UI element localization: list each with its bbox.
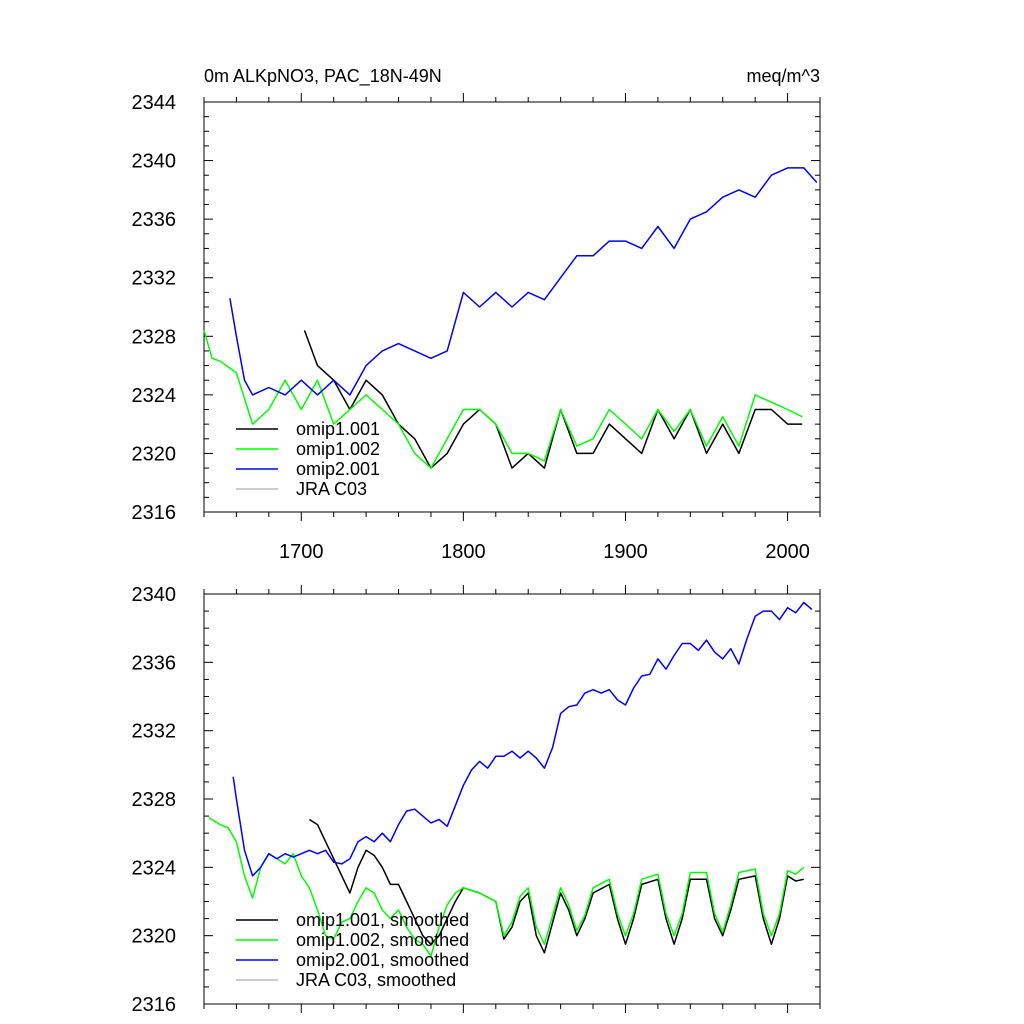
y-tick-label: 2336 bbox=[132, 652, 177, 674]
y-tick-label: 2340 bbox=[132, 584, 177, 606]
legend-label: omip2.001, smoothed bbox=[296, 950, 469, 970]
y-tick-label: 2332 bbox=[132, 721, 177, 743]
y-tick-label: 2344 bbox=[132, 92, 177, 114]
axis-ticks: 2316 2320 2324 2328 2332 2336 2340 2344 1700 1800… bbox=[132, 92, 821, 563]
chart-title: 0m ALKpNO3, PAC_18N-49N bbox=[204, 66, 442, 87]
y-tick-label: 2316 bbox=[132, 502, 177, 524]
series-line-omip1-002 bbox=[203, 330, 803, 469]
y-tick-label: 2328 bbox=[132, 326, 177, 348]
top-chart: 0m ALKpNO3, PAC_18N-49N meq/m^3 2316 2320… bbox=[132, 66, 821, 563]
series-line-omip1-001 bbox=[303, 330, 803, 469]
series-lines bbox=[208, 601, 813, 957]
series-line-omip1-002-smoothed bbox=[208, 817, 805, 957]
y-tick-label: 2336 bbox=[132, 209, 177, 231]
bottom-chart: 2316 2320 2324 2328 2332 2336 2340 omip1.001, … bbox=[132, 584, 821, 1016]
series-lines bbox=[203, 167, 818, 469]
legend-label: omip1.001, smoothed bbox=[296, 910, 469, 930]
legend-label: omip2.001 bbox=[296, 459, 380, 479]
y-tick-label: 2340 bbox=[132, 151, 177, 173]
legend-label: JRA C03 bbox=[296, 479, 367, 499]
series-line-omip1-001-smoothed bbox=[309, 818, 804, 954]
y-tick-label: 2324 bbox=[132, 857, 177, 879]
chart-units: meq/m^3 bbox=[747, 66, 820, 86]
legend-label: JRA C03, smoothed bbox=[296, 970, 456, 990]
series-line-omip2-001-smoothed bbox=[232, 601, 813, 877]
legend-label: omip1.002 bbox=[296, 439, 380, 459]
x-tick-label: 1900 bbox=[603, 541, 648, 563]
axis-ticks: 2316 2320 2324 2328 2332 2336 2340 bbox=[132, 584, 821, 1016]
y-tick-label: 2320 bbox=[132, 926, 177, 948]
y-tick-label: 2332 bbox=[132, 268, 177, 290]
x-tick-label: 1700 bbox=[279, 541, 324, 563]
legend-label: omip1.002, smoothed bbox=[296, 930, 469, 950]
y-tick-label: 2316 bbox=[132, 994, 177, 1016]
y-tick-label: 2320 bbox=[132, 443, 177, 465]
series-line-omip2-001 bbox=[229, 167, 818, 396]
x-tick-label: 2000 bbox=[765, 541, 810, 563]
y-tick-label: 2328 bbox=[132, 789, 177, 811]
y-tick-label: 2324 bbox=[132, 385, 177, 407]
x-tick-label: 1800 bbox=[441, 541, 486, 563]
legend-label: omip1.001 bbox=[296, 419, 380, 439]
